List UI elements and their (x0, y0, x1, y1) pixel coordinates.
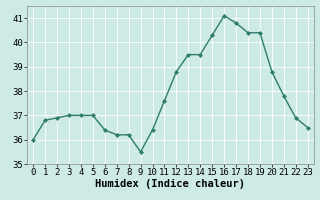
X-axis label: Humidex (Indice chaleur): Humidex (Indice chaleur) (95, 179, 245, 189)
